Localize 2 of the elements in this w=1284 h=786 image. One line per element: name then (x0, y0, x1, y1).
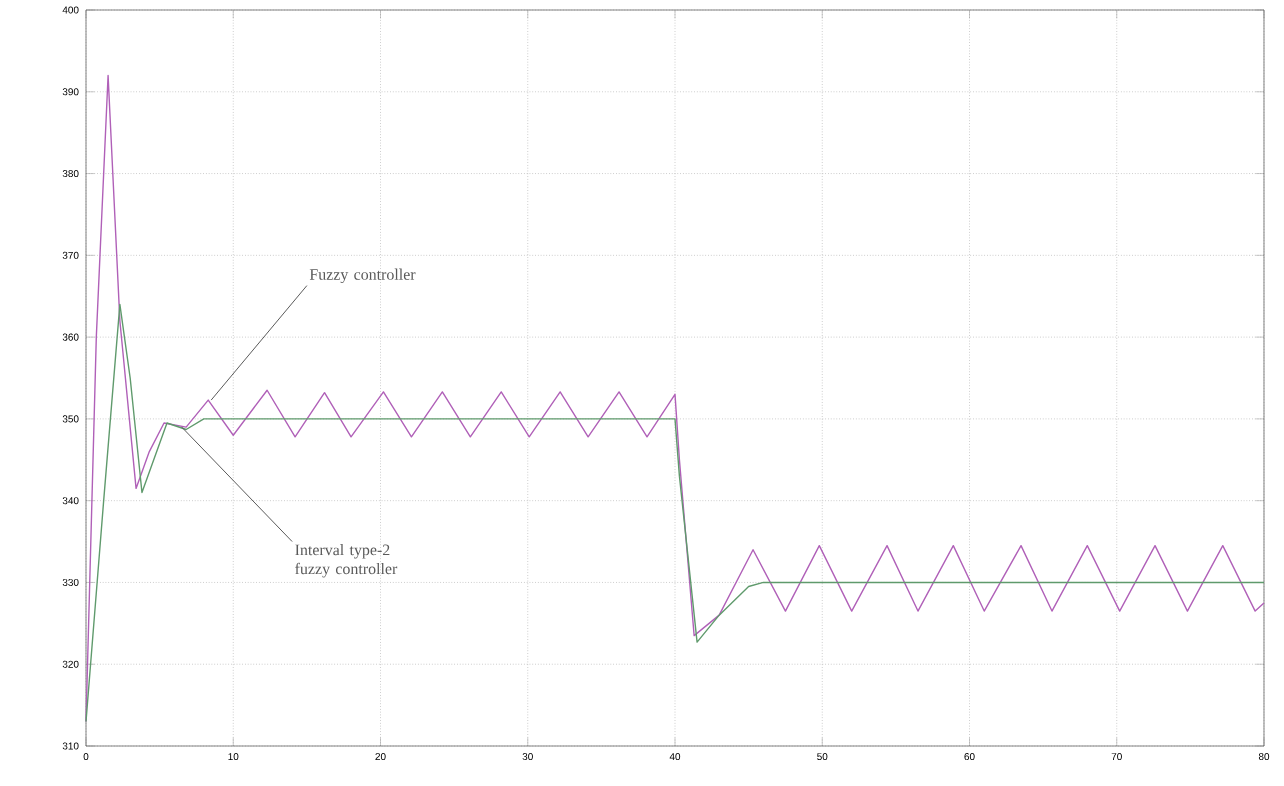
line-series (85, 303, 1265, 723)
line-series (85, 74, 1265, 723)
